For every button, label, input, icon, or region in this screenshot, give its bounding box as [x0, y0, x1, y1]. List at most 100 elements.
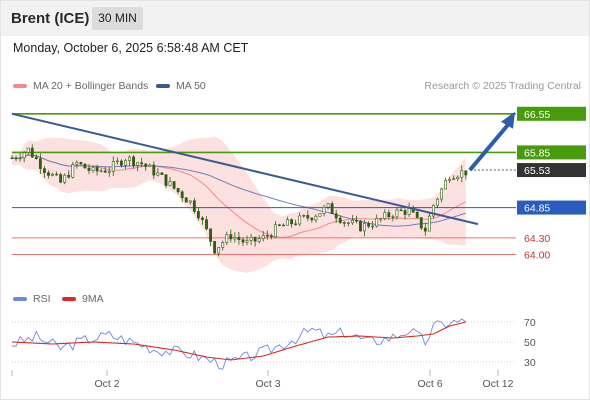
candle-body: [144, 163, 148, 167]
rsi-tick-50: 50: [524, 337, 536, 349]
candle-body: [152, 164, 156, 176]
candle-body: [330, 203, 334, 215]
level-label-64-85: 64.85: [524, 203, 550, 215]
candle-body: [132, 156, 135, 166]
candle-body: [176, 188, 180, 193]
candle-body: [286, 219, 289, 226]
candle-body: [399, 209, 403, 212]
candle-body: [47, 172, 50, 176]
candle-body: [103, 170, 107, 173]
candle-body: [209, 228, 212, 242]
candle-body: [164, 174, 168, 186]
candle-body: [302, 215, 306, 217]
candle-body: [221, 242, 225, 248]
x-tick-label: Oct 3: [255, 378, 280, 390]
candle-body: [371, 225, 375, 228]
timeframe-badge[interactable]: 30 MIN: [92, 7, 143, 30]
candle-body: [136, 162, 140, 166]
legend-swatch-ma50: [156, 84, 170, 89]
candle-body: [444, 180, 447, 190]
level-label-64-30: 64.30: [524, 233, 550, 245]
candle-body: [359, 220, 362, 232]
candle-body: [269, 235, 273, 238]
candle-body: [245, 240, 249, 243]
legend-swatch-rsi: [13, 297, 27, 302]
candle-body: [391, 216, 395, 218]
candle-body: [265, 235, 269, 237]
candle-body: [334, 213, 338, 219]
candle-body: [456, 176, 460, 180]
candle-body: [192, 200, 196, 212]
legend-rsi-label: RSI: [33, 293, 51, 305]
legend-bollinger-label: MA 20 + Bollinger Bands: [33, 80, 149, 92]
legend-bollinger: MA 20 + Bollinger Bands: [13, 80, 148, 92]
projection-arrow-head: [501, 111, 515, 129]
candle-body: [355, 219, 358, 222]
candle-body: [229, 234, 233, 240]
candle-body: [322, 206, 326, 214]
legend-swatch-bollinger: [13, 84, 27, 89]
candle-body: [71, 164, 75, 178]
candle-body: [148, 164, 152, 167]
legend-swatch-rsi-ma: [62, 297, 76, 302]
candle-body: [249, 236, 253, 241]
candle-body: [67, 174, 71, 178]
level-tag-64-85: [517, 200, 586, 215]
candle-body: [427, 215, 431, 232]
candle-body: [83, 163, 87, 169]
legend-rsi: RSI: [13, 293, 51, 305]
legend-ma50: MA 50: [156, 80, 206, 92]
candle-body: [440, 188, 443, 200]
candle-body: [253, 236, 257, 242]
candle-body: [79, 162, 83, 165]
candle-body: [201, 217, 204, 220]
candle-body: [452, 178, 456, 180]
candle-body: [318, 213, 322, 217]
candle-body: [350, 219, 354, 224]
candle-body: [75, 162, 79, 165]
level-label-64-00: 64.00: [524, 249, 550, 261]
candle-body: [59, 174, 63, 183]
candle-body: [282, 224, 285, 227]
candle-body: [257, 238, 261, 242]
candle-body: [34, 156, 38, 159]
candle-body: [196, 211, 200, 219]
candle-body: [290, 219, 294, 225]
candle-body: [237, 236, 241, 240]
candle-body: [306, 215, 310, 219]
candle-body: [95, 166, 99, 172]
candle-body: [298, 215, 302, 225]
candle-body: [379, 218, 383, 220]
candle-body: [383, 212, 387, 219]
level-label-66-55: 66.55: [524, 109, 550, 121]
candle-body: [180, 191, 184, 199]
level-label-65-85: 65.85: [524, 147, 550, 159]
candle-body: [346, 222, 350, 224]
candle-body: [225, 234, 229, 243]
candle-body: [326, 203, 330, 208]
candle-body: [314, 215, 318, 221]
candle-body: [124, 160, 127, 166]
candle-body: [436, 198, 439, 206]
ma50-line: [11, 154, 466, 227]
legend-ma50-label: MA 50: [176, 80, 206, 92]
candle-body: [395, 209, 399, 218]
bollinger-band-area: [12, 136, 466, 273]
candle-body: [140, 162, 144, 165]
candle-body: [168, 181, 172, 186]
rsi-tick-70: 70: [524, 317, 536, 329]
candle-body: [111, 161, 115, 172]
candle-body: [261, 235, 265, 240]
candle-body: [172, 181, 176, 189]
candle-body: [91, 166, 95, 171]
candle-body: [160, 172, 164, 175]
candle-body: [213, 241, 217, 254]
candle-body: [363, 222, 366, 232]
candle-body: [10, 157, 14, 160]
legend-rsi-ma-label: 9MA: [82, 293, 104, 305]
candle-body: [30, 147, 34, 158]
timestamp: Monday, October 6, 2025 6:58:48 AM CET: [13, 41, 249, 55]
candle-body: [184, 197, 188, 203]
level-label-65-53: 65.53: [524, 165, 550, 177]
